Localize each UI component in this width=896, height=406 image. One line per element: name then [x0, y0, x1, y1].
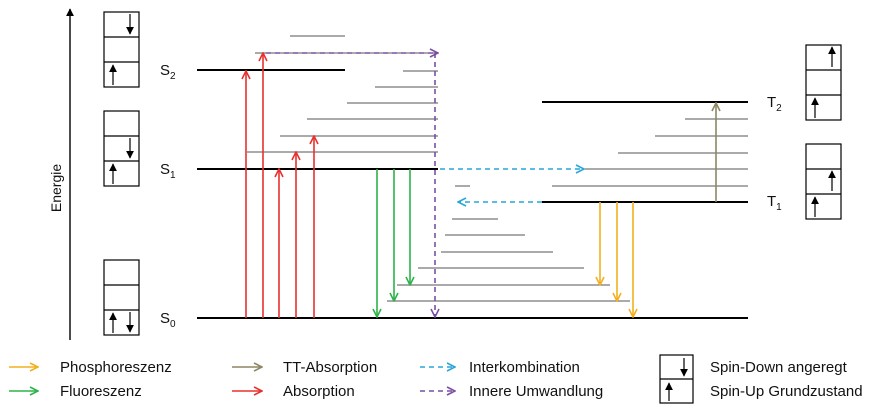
legend-item-spin: Spin-Down angeregt Spin-Up Grundzustand	[659, 354, 863, 404]
internal-conversion-arrows	[266, 53, 438, 317]
legend-label: Absorption	[283, 383, 355, 400]
legend-label-spin-up: Spin-Up Grundzustand	[710, 383, 863, 400]
electron-box-s2	[103, 11, 140, 88]
legend-item-intersystem-crossing: Interkombination	[420, 359, 580, 376]
legend-item-fluorescence: Fluoreszenz	[9, 383, 142, 400]
fluorescence-arrows	[377, 169, 410, 317]
legend-item-absorption: Absorption	[232, 383, 355, 400]
electron-box-t2	[805, 44, 842, 121]
intersystem-crossing-arrows	[440, 169, 584, 202]
legend-item-tt-absorption: TT-Absorption	[232, 359, 377, 376]
energy-axis-label: Energie	[48, 164, 64, 212]
legend: Phosphoreszenz Fluoreszenz TT-Absorption…	[9, 354, 863, 404]
legend-spin-box-icon	[659, 354, 694, 404]
legend-item-internal-conversion: Innere Umwandlung	[420, 383, 603, 400]
state-label-s0: S0	[160, 310, 176, 330]
legend-label: Interkombination	[469, 359, 580, 376]
electron-box-s1	[103, 110, 140, 187]
legend-label: Phosphoreszenz	[60, 359, 172, 376]
electron-box-s0	[103, 259, 140, 336]
legend-label: TT-Absorption	[283, 359, 377, 376]
absorption-arrows	[246, 53, 314, 318]
legend-item-phosphorescence: Phosphoreszenz	[9, 359, 172, 376]
state-label-t2: T2	[767, 94, 782, 114]
state-label-s1: S1	[160, 161, 176, 181]
legend-label: Fluoreszenz	[60, 383, 142, 400]
state-label-t1: T1	[767, 193, 782, 213]
electron-box-t1	[805, 143, 842, 220]
legend-label-spin-down: Spin-Down angeregt	[710, 359, 848, 376]
vibrational-levels	[247, 35, 748, 302]
phosphorescence-arrows	[600, 202, 633, 317]
state-label-s2: S2	[160, 62, 176, 82]
legend-label: Innere Umwandlung	[469, 383, 603, 400]
